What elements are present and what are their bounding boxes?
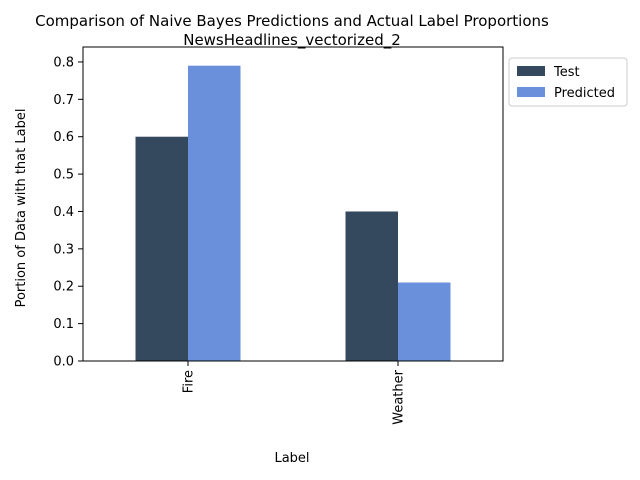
y-axis-ticks: 0.0 0.1 0.2 0.3 0.4 0.5 0.6 0.7 0.8 [53, 55, 83, 370]
y-tick-label: 0.0 [53, 355, 74, 370]
y-tick-label: 0.7 [53, 93, 74, 108]
x-axis-ticks: Fire Weather [182, 361, 407, 425]
x-tick-label-weather: Weather [392, 369, 407, 424]
bar-test-fire [135, 136, 188, 361]
x-axis-label: Label [274, 451, 309, 466]
x-tick-label-fire: Fire [182, 370, 197, 393]
bars-group [135, 65, 451, 361]
bar-predicted-fire [188, 65, 241, 361]
legend-swatch-test [517, 66, 545, 76]
y-tick-label: 0.6 [53, 130, 74, 145]
plot-frame [82, 46, 504, 362]
legend-swatch-predicted [517, 87, 545, 97]
y-tick-label: 0.2 [53, 280, 74, 295]
chart-title: Comparison of Naive Bayes Predictions an… [35, 12, 549, 30]
y-tick-label: 0.8 [53, 55, 74, 70]
bar-predicted-weather [398, 282, 451, 361]
y-tick-label: 0.3 [53, 242, 74, 257]
y-tick-label: 0.4 [53, 205, 74, 220]
chart-subtitle: NewsHeadlines_vectorized_2 [183, 31, 401, 50]
legend-label-test: Test [553, 65, 580, 80]
legend-label-predicted: Predicted [554, 86, 615, 101]
y-axis-label: Portion of Data with that Label [14, 109, 29, 308]
bar-test-weather [345, 211, 398, 361]
legend: Test Predicted [508, 57, 628, 107]
y-tick-label: 0.5 [53, 168, 74, 183]
y-tick-label: 0.1 [53, 317, 74, 332]
